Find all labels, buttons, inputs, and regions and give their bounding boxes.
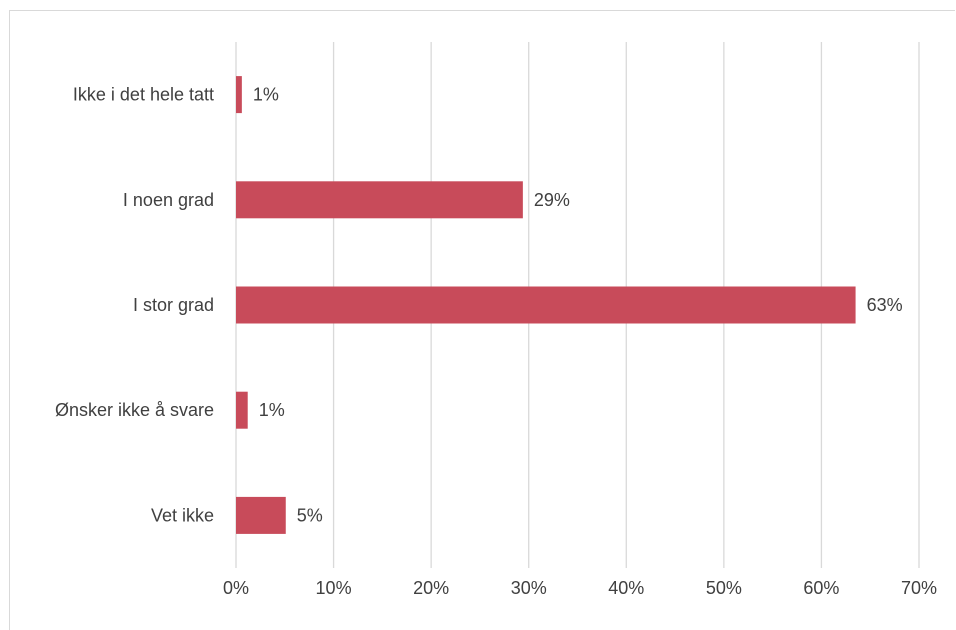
category-label: Ikke i det hele tatt	[73, 85, 214, 105]
x-tick-label: 50%	[706, 578, 742, 598]
labels: 0% 10% 20% 30% 40% 50% 60% 70% Ikke i det hele t…	[55, 85, 937, 598]
chart-frame	[9, 10, 955, 630]
x-tick-label: 70%	[901, 578, 937, 598]
data-label: 63%	[867, 295, 903, 315]
category-label: Vet ikke	[151, 505, 214, 525]
category-label: Ønsker ikke å svare	[55, 400, 214, 420]
data-label: 1%	[253, 85, 279, 105]
x-tick-label: 20%	[413, 578, 449, 598]
bar-chart: 0% 10% 20% 30% 40% 50% 60% 70% Ikke i det hele t…	[55, 42, 937, 598]
x-tick-label: 0%	[223, 578, 249, 598]
data-label: 29%	[534, 190, 570, 210]
bar	[236, 496, 286, 534]
bar	[236, 286, 856, 324]
bar	[236, 76, 242, 114]
x-tick-label: 60%	[803, 578, 839, 598]
data-label: 1%	[259, 400, 285, 420]
x-tick-label: 40%	[608, 578, 644, 598]
bar	[236, 391, 248, 429]
category-label: I stor grad	[133, 295, 214, 315]
bars	[236, 76, 856, 534]
x-tick-label: 30%	[511, 578, 547, 598]
x-tick-label: 10%	[316, 578, 352, 598]
bar	[236, 181, 523, 219]
category-label: I noen grad	[123, 190, 214, 210]
data-label: 5%	[297, 505, 323, 525]
